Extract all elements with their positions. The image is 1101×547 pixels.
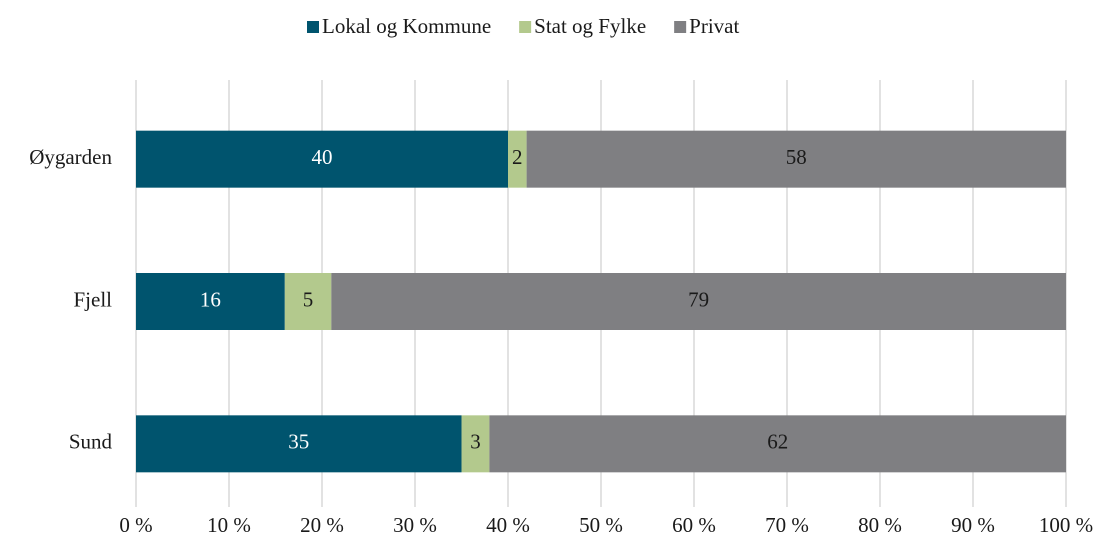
bar-segment (284, 273, 332, 330)
data-label: 16 (200, 287, 221, 311)
bar-segment (526, 130, 1066, 188)
data-label: 35 (288, 430, 309, 454)
data-label: 58 (786, 145, 807, 169)
bar-segment (136, 130, 508, 188)
bar-segment (489, 415, 1066, 473)
x-tick-label: 60 % (672, 513, 716, 537)
x-tick-label: 0 % (119, 513, 152, 537)
bar-segment (461, 415, 490, 473)
legend-label: Stat og Fylke (534, 14, 646, 38)
y-tick-label: Øygarden (29, 145, 112, 169)
y-tick-label: Fjell (73, 287, 112, 311)
bar-segment (136, 415, 462, 473)
y-tick-label: Sund (69, 430, 113, 454)
x-tick-label: 100 % (1039, 513, 1093, 537)
bar-segment (331, 273, 1066, 330)
x-tick-label: 50 % (579, 513, 623, 537)
bar-segment (508, 130, 527, 188)
data-label: 40 (312, 145, 333, 169)
x-tick-label: 80 % (858, 513, 902, 537)
legend-label: Lokal og Kommune (322, 14, 491, 38)
x-tick-label: 90 % (951, 513, 995, 537)
x-tick-label: 30 % (393, 513, 437, 537)
data-label: 2 (512, 145, 523, 169)
x-tick-label: 10 % (207, 513, 251, 537)
data-label: 79 (688, 287, 709, 311)
legend-swatch (674, 21, 687, 33)
bar-segment (136, 273, 285, 330)
legend-label: Privat (689, 14, 739, 38)
data-label: 5 (303, 287, 314, 311)
x-tick-label: 70 % (765, 513, 809, 537)
x-tick-label: 40 % (486, 513, 530, 537)
legend-swatch (307, 21, 319, 33)
data-label: 3 (470, 430, 481, 454)
legend-swatch (519, 21, 532, 33)
x-tick-label: 20 % (300, 513, 344, 537)
data-label: 62 (767, 430, 788, 454)
